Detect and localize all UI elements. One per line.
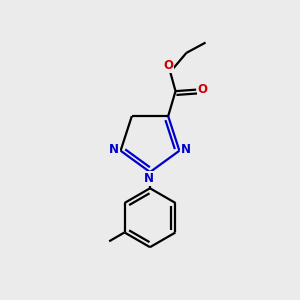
Text: N: N bbox=[109, 143, 119, 156]
Text: N: N bbox=[181, 143, 191, 156]
Text: O: O bbox=[164, 59, 174, 72]
Text: O: O bbox=[198, 83, 208, 96]
Text: N: N bbox=[143, 172, 154, 185]
